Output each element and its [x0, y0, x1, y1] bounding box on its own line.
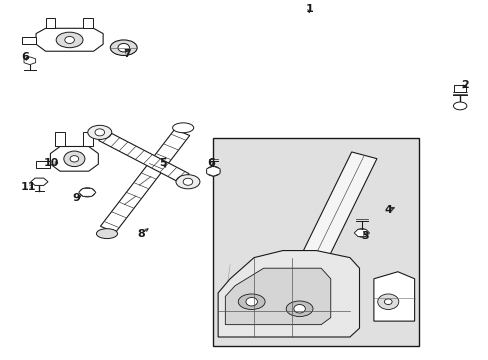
Polygon shape	[100, 129, 189, 233]
Ellipse shape	[70, 156, 79, 162]
Ellipse shape	[96, 229, 117, 239]
Ellipse shape	[452, 102, 466, 110]
Text: 3: 3	[361, 231, 368, 242]
Ellipse shape	[384, 299, 391, 305]
Polygon shape	[45, 18, 55, 28]
Text: 5: 5	[159, 158, 166, 168]
Polygon shape	[453, 85, 466, 92]
Text: 6: 6	[206, 158, 214, 168]
Ellipse shape	[80, 188, 95, 197]
Polygon shape	[265, 152, 376, 335]
Polygon shape	[373, 272, 414, 321]
Ellipse shape	[88, 125, 112, 139]
Ellipse shape	[172, 123, 193, 133]
Polygon shape	[50, 147, 98, 171]
Ellipse shape	[377, 294, 398, 310]
Polygon shape	[79, 188, 96, 196]
Ellipse shape	[245, 297, 257, 306]
Ellipse shape	[355, 229, 367, 237]
Bar	[213, 138, 419, 346]
Ellipse shape	[285, 301, 312, 316]
Polygon shape	[55, 132, 64, 147]
Ellipse shape	[238, 294, 264, 310]
Polygon shape	[83, 18, 92, 28]
Text: 11: 11	[21, 182, 37, 192]
Polygon shape	[31, 178, 48, 185]
Polygon shape	[36, 161, 50, 168]
Polygon shape	[21, 37, 36, 44]
Ellipse shape	[64, 151, 85, 167]
Polygon shape	[36, 28, 103, 51]
Text: 4: 4	[384, 205, 391, 215]
Ellipse shape	[176, 175, 200, 189]
Polygon shape	[24, 57, 36, 65]
Polygon shape	[225, 268, 330, 325]
Polygon shape	[353, 229, 369, 237]
Text: 1: 1	[305, 4, 312, 14]
Text: 7: 7	[123, 49, 131, 59]
Ellipse shape	[183, 178, 192, 185]
Ellipse shape	[95, 129, 104, 136]
Text: 9: 9	[73, 193, 81, 203]
Text: 8: 8	[137, 229, 145, 239]
Text: 10: 10	[44, 158, 60, 168]
Text: 6: 6	[21, 52, 29, 62]
Ellipse shape	[293, 305, 305, 313]
Polygon shape	[99, 131, 189, 183]
Polygon shape	[83, 132, 92, 147]
Polygon shape	[218, 251, 359, 337]
Ellipse shape	[110, 40, 137, 55]
Polygon shape	[206, 166, 220, 176]
Text: 2: 2	[460, 80, 468, 90]
Ellipse shape	[84, 190, 90, 195]
Ellipse shape	[65, 36, 74, 44]
Ellipse shape	[56, 32, 83, 48]
Ellipse shape	[118, 44, 129, 52]
Ellipse shape	[206, 166, 220, 176]
